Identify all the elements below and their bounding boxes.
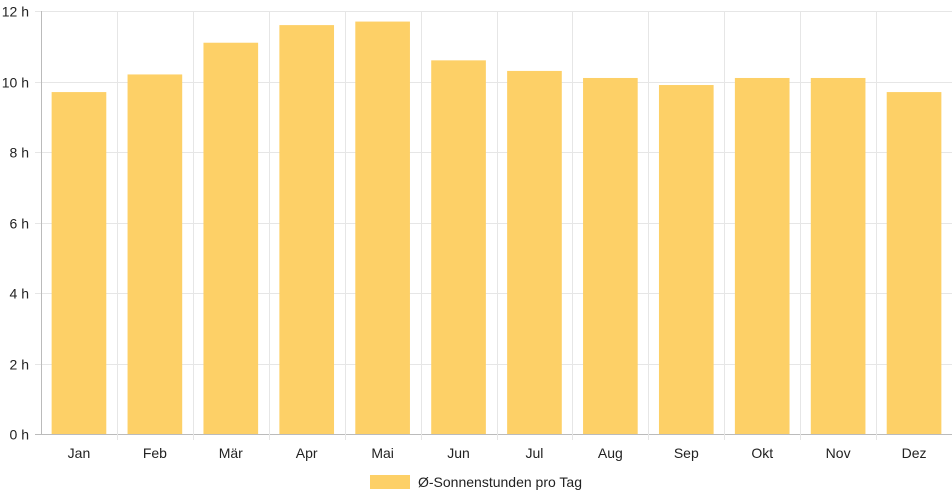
y-tick-label: 4 h xyxy=(10,286,29,302)
x-tick-label: Dez xyxy=(902,445,927,461)
x-tick-label: Jul xyxy=(526,445,544,461)
x-tick-label: Jun xyxy=(447,445,470,461)
x-tick-label: Feb xyxy=(143,445,167,461)
x-tick-label: Mär xyxy=(219,445,243,461)
bar xyxy=(734,77,790,434)
y-tick-label: 8 h xyxy=(10,145,29,161)
x-tick-label: Sep xyxy=(674,445,699,461)
bar xyxy=(431,60,486,434)
x-tick-label: Mai xyxy=(371,445,394,461)
legend-swatch xyxy=(370,475,410,489)
y-tick-label: 2 h xyxy=(10,357,29,373)
bar xyxy=(203,42,259,434)
y-tick-label: 6 h xyxy=(10,216,29,232)
x-tick-label: Apr xyxy=(296,445,318,461)
x-tick-label: Jan xyxy=(68,445,91,461)
bar-layer xyxy=(51,21,942,435)
bar xyxy=(658,85,714,435)
bar xyxy=(51,92,107,434)
bar xyxy=(279,25,335,434)
y-tick-label: 0 h xyxy=(10,427,29,443)
bar xyxy=(583,77,638,434)
bar xyxy=(507,70,562,435)
axis-layer: 0 h 2 h 4 h 6 h 8 h 10 h 12 h Jan Feb Mär Apr Mai Ju… xyxy=(2,4,927,462)
bar xyxy=(886,92,942,434)
bar xyxy=(810,77,866,434)
bar xyxy=(127,74,183,434)
y-tick-label: 12 h xyxy=(2,4,29,20)
y-tick-label: 10 h xyxy=(2,75,29,91)
legend-label: Ø-Sonnenstunden pro Tag xyxy=(418,474,582,490)
x-tick-label: Nov xyxy=(826,445,851,461)
bar xyxy=(355,21,410,434)
x-tick-label: Aug xyxy=(598,445,623,461)
grid-layer xyxy=(35,11,952,440)
x-tick-label: Okt xyxy=(751,445,773,461)
legend[interactable]: Ø-Sonnenstunden pro Tag xyxy=(370,472,582,492)
